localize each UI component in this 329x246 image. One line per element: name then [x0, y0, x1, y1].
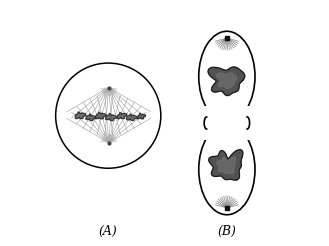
Polygon shape	[138, 113, 146, 119]
Text: (B): (B)	[217, 225, 236, 238]
Polygon shape	[126, 114, 137, 121]
Polygon shape	[86, 114, 96, 121]
Polygon shape	[106, 113, 116, 121]
Text: (A): (A)	[99, 225, 117, 238]
Ellipse shape	[243, 116, 256, 130]
Polygon shape	[208, 67, 245, 96]
FancyBboxPatch shape	[203, 106, 251, 140]
Polygon shape	[96, 112, 106, 119]
Polygon shape	[216, 73, 237, 89]
Ellipse shape	[199, 31, 255, 122]
Polygon shape	[75, 112, 86, 119]
Polygon shape	[217, 157, 236, 174]
Ellipse shape	[198, 116, 211, 130]
Polygon shape	[117, 113, 127, 119]
Ellipse shape	[199, 124, 255, 215]
Polygon shape	[209, 150, 243, 180]
